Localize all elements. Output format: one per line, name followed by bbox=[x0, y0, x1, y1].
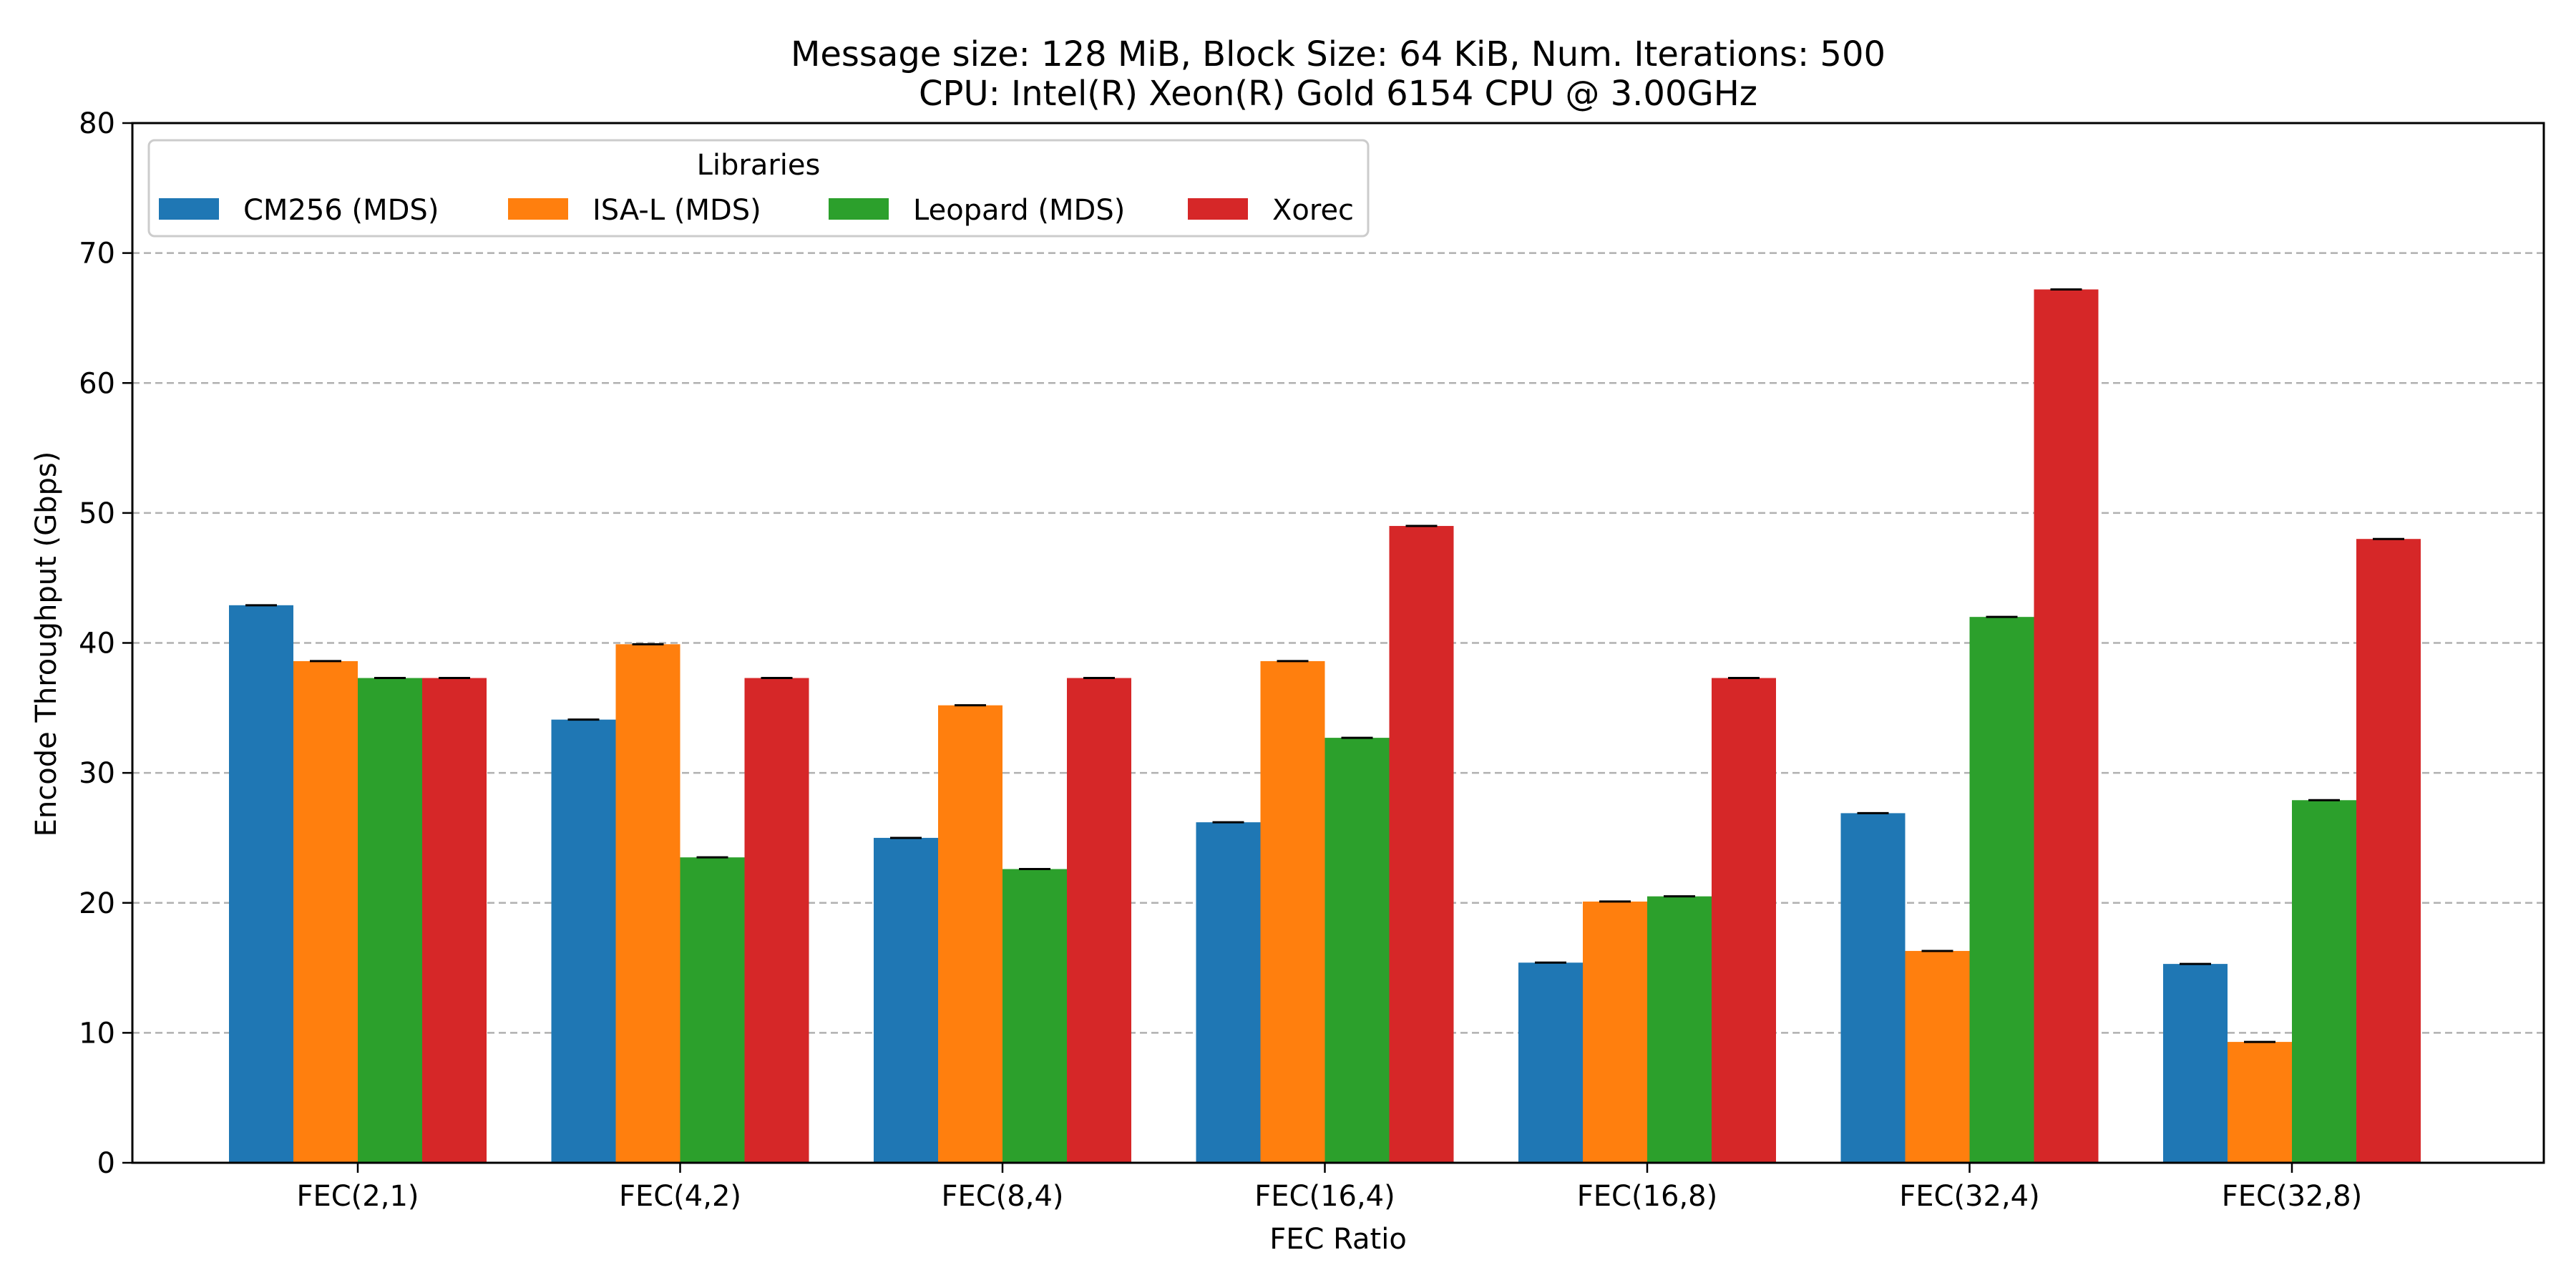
x-axis-label: FEC Ratio bbox=[1269, 1223, 1407, 1256]
x-tick-label: FEC(16,4) bbox=[1254, 1180, 1395, 1213]
y-tick-label: 80 bbox=[79, 107, 115, 140]
legend-title: Libraries bbox=[697, 149, 821, 182]
bar-cm256-mds--4 bbox=[1518, 962, 1583, 1163]
legend-label-3: Xorec bbox=[1272, 194, 1354, 227]
y-tick-label: 30 bbox=[79, 757, 115, 790]
x-tick-label: FEC(16,8) bbox=[1577, 1180, 1717, 1213]
y-tick-label: 60 bbox=[79, 367, 115, 400]
x-tick-label: FEC(2,1) bbox=[296, 1180, 419, 1213]
y-tick-label: 10 bbox=[79, 1017, 115, 1050]
legend-items: CM256 (MDS) ISA-L (MDS) Leopard (MDS) Xorec bbox=[159, 194, 1354, 227]
bar-cm256-mds--6 bbox=[2163, 964, 2228, 1163]
bars bbox=[229, 289, 2421, 1163]
y-tick-label: 20 bbox=[79, 887, 115, 920]
x-tick-label: FEC(32,8) bbox=[2222, 1180, 2362, 1213]
bar-cm256-mds--3 bbox=[1196, 822, 1261, 1163]
bar-isa-l-mds--5 bbox=[1905, 950, 1970, 1163]
bar-xorec-1 bbox=[744, 678, 809, 1163]
bar-cm256-mds--0 bbox=[229, 605, 293, 1163]
bar-xorec-2 bbox=[1067, 678, 1131, 1163]
bar-isa-l-mds--4 bbox=[1583, 901, 1647, 1163]
bar-isa-l-mds--1 bbox=[615, 644, 680, 1163]
y-axis-ticks: 0 10 20 30 40 50 60 70 80 bbox=[79, 107, 132, 1180]
legend-label-1: ISA-L (MDS) bbox=[592, 194, 761, 227]
bar-xorec-4 bbox=[1712, 678, 1776, 1163]
y-tick-label: 70 bbox=[79, 238, 115, 270]
bar-cm256-mds--1 bbox=[551, 719, 616, 1163]
bar-isa-l-mds--0 bbox=[293, 660, 358, 1163]
bar-leopard-mds--5 bbox=[1969, 617, 2034, 1163]
legend-swatch-1 bbox=[508, 198, 568, 220]
bar-isa-l-mds--2 bbox=[938, 705, 1002, 1163]
error-bars bbox=[245, 288, 2404, 1043]
bar-leopard-mds--1 bbox=[680, 857, 745, 1163]
bar-leopard-mds--2 bbox=[1002, 869, 1067, 1163]
bar-cm256-mds--2 bbox=[874, 837, 938, 1163]
bar-isa-l-mds--3 bbox=[1260, 660, 1325, 1163]
bar-leopard-mds--4 bbox=[1647, 896, 1712, 1163]
y-tick-label: 40 bbox=[79, 628, 115, 660]
x-tick-label: FEC(32,4) bbox=[1899, 1180, 2039, 1213]
bar-leopard-mds--0 bbox=[358, 678, 422, 1163]
legend-frame bbox=[147, 139, 1370, 238]
bar-leopard-mds--3 bbox=[1324, 738, 1390, 1163]
bar-xorec-0 bbox=[422, 678, 487, 1163]
legend: Libraries CM256 (MDS) ISA-L (MDS) Leopard … bbox=[147, 139, 1370, 238]
legend-label-0: CM256 (MDS) bbox=[243, 194, 439, 227]
bar-xorec-3 bbox=[1389, 526, 1454, 1163]
y-tick-label: 0 bbox=[97, 1147, 115, 1180]
y-axis-label: Encode Throughput (Gbps) bbox=[30, 452, 63, 837]
bar-xorec-6 bbox=[2356, 539, 2421, 1163]
legend-swatch-2 bbox=[829, 198, 889, 220]
bar-xorec-5 bbox=[2034, 289, 2099, 1163]
x-tick-label: FEC(4,2) bbox=[619, 1180, 741, 1213]
legend-swatch-3 bbox=[1188, 198, 1248, 220]
x-axis-ticks: FEC(2,1) FEC(4,2) FEC(8,4) FEC(16,4) FEC(16,… bbox=[296, 1163, 2362, 1213]
y-tick-label: 50 bbox=[79, 497, 115, 530]
bar-isa-l-mds--6 bbox=[2228, 1042, 2292, 1163]
bar-cm256-mds--5 bbox=[1840, 813, 1906, 1163]
bar-leopard-mds--6 bbox=[2292, 800, 2356, 1163]
x-tick-label: FEC(8,4) bbox=[941, 1180, 1063, 1213]
chart-subtitle: CPU: Intel(R) Xeon(R) Gold 6154 CPU @ 3.… bbox=[919, 74, 1757, 114]
chart-title: Message size: 128 MiB, Block Size: 64 Ki… bbox=[791, 34, 1885, 74]
legend-swatch-0 bbox=[159, 198, 219, 220]
legend-label-2: Leopard (MDS) bbox=[913, 194, 1125, 227]
